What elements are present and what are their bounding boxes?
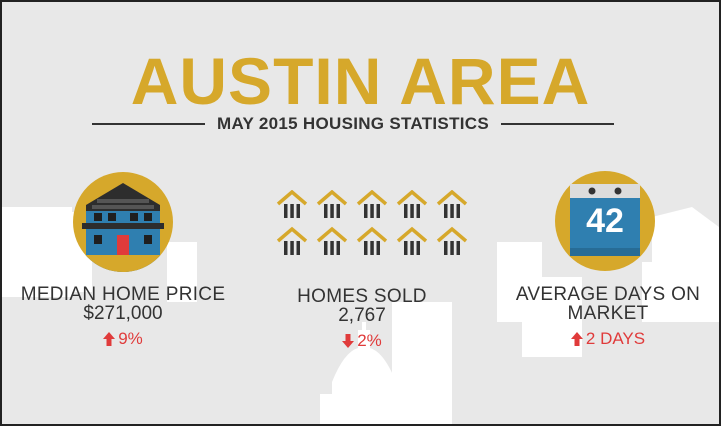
divider-left	[92, 123, 206, 125]
stat-value: 2,767	[338, 305, 386, 326]
stat-change: 2 DAYS	[497, 329, 719, 349]
stat-average-days-on-market: AVERAGE DAYS ON MARKET 2 DAYS	[497, 285, 719, 349]
divider-right	[501, 123, 615, 125]
stat-homes-sold: HOMES SOLD 2,767 2%	[252, 287, 472, 351]
stat-label-line2: MARKET	[567, 303, 649, 324]
stat-change-value: 9%	[118, 329, 143, 348]
stat-change: 2%	[252, 331, 472, 351]
houses-grid-icon	[276, 190, 468, 256]
subtitle-row: MAY 2015 HOUSING STATISTICS	[92, 114, 615, 134]
stat-label: HOMES SOLD	[297, 286, 427, 307]
stat-median-home-price: MEDIAN HOME PRICE $271,000 9%	[12, 285, 234, 349]
house-icon	[73, 172, 173, 272]
page-subtitle: MAY 2015 HOUSING STATISTICS	[217, 114, 489, 133]
page-title: AUSTIN AREA	[130, 44, 591, 118]
stat-value: $271,000	[83, 303, 163, 324]
arrow-down-icon	[342, 334, 355, 348]
arrow-up-icon	[570, 332, 583, 346]
stat-change-value: 2%	[357, 331, 382, 350]
stat-change-value: 2 DAYS	[585, 329, 646, 348]
stat-change: 9%	[12, 329, 234, 349]
calendar-number: 42	[586, 202, 624, 240]
stat-label: MEDIAN HOME PRICE	[20, 284, 226, 305]
arrow-up-icon	[103, 332, 116, 346]
calendar-icon: 42	[554, 170, 656, 272]
stat-label: AVERAGE DAYS ON	[515, 284, 701, 305]
